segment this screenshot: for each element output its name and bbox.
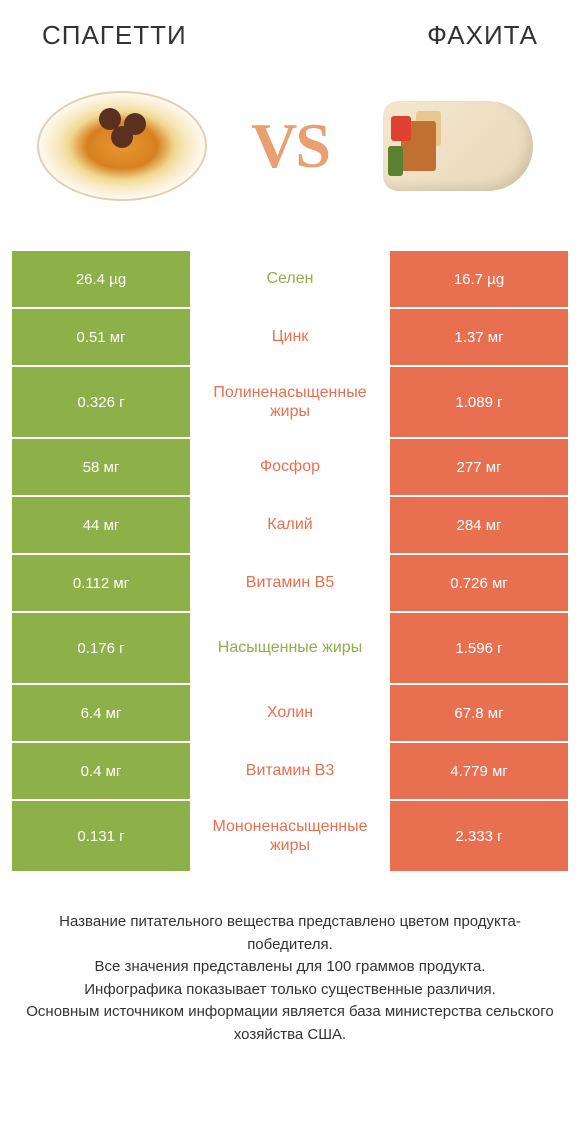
value-right: 16.7 µg <box>390 251 568 307</box>
nutrient-label: Селен <box>190 251 390 307</box>
table-row: 0.112 мгВитамин B50.726 мг <box>12 555 568 611</box>
product-left-title: СПАГЕТТИ <box>42 20 187 51</box>
value-left: 0.326 г <box>12 367 190 437</box>
vs-label: VS <box>251 109 329 183</box>
value-left: 0.51 мг <box>12 309 190 365</box>
table-row: 58 мгФосфор277 мг <box>12 439 568 495</box>
table-row: 0.326 гПолиненасыщенные жиры1.089 г <box>12 367 568 437</box>
value-right: 1.596 г <box>390 613 568 683</box>
nutrient-label: Фосфор <box>190 439 390 495</box>
value-left: 0.112 мг <box>12 555 190 611</box>
table-row: 44 мгКалий284 мг <box>12 497 568 553</box>
value-right: 0.726 мг <box>390 555 568 611</box>
value-left: 0.131 г <box>12 801 190 871</box>
nutrient-label: Насыщенные жиры <box>190 613 390 683</box>
value-right: 277 мг <box>390 439 568 495</box>
nutrient-label: Холин <box>190 685 390 741</box>
nutrient-label: Витамин B5 <box>190 555 390 611</box>
value-right: 67.8 мг <box>390 685 568 741</box>
value-left: 6.4 мг <box>12 685 190 741</box>
nutrient-label: Калий <box>190 497 390 553</box>
spaghetti-image <box>32 81 212 211</box>
value-left: 0.4 мг <box>12 743 190 799</box>
footer-line-1: Название питательного вещества представл… <box>22 911 558 956</box>
nutrient-label: Витамин B3 <box>190 743 390 799</box>
footer-line-3: Инфографика показывает только существенн… <box>22 979 558 1002</box>
value-left: 0.176 г <box>12 613 190 683</box>
fajita-image <box>368 81 548 211</box>
value-right: 4.779 мг <box>390 743 568 799</box>
value-left: 58 мг <box>12 439 190 495</box>
table-row: 0.4 мгВитамин B34.779 мг <box>12 743 568 799</box>
value-left: 26.4 µg <box>12 251 190 307</box>
value-right: 2.333 г <box>390 801 568 871</box>
table-row: 6.4 мгХолин67.8 мг <box>12 685 568 741</box>
footer-line-4: Основным источником информации является … <box>22 1001 558 1046</box>
header: СПАГЕТТИ ФАХИТА <box>12 20 568 51</box>
vs-section: VS <box>12 81 568 211</box>
value-right: 284 мг <box>390 497 568 553</box>
comparison-table: 26.4 µgСелен16.7 µg0.51 мгЦинк1.37 мг0.3… <box>12 251 568 871</box>
value-left: 44 мг <box>12 497 190 553</box>
table-row: 0.51 мгЦинк1.37 мг <box>12 309 568 365</box>
value-right: 1.089 г <box>390 367 568 437</box>
table-row: 0.176 гНасыщенные жиры1.596 г <box>12 613 568 683</box>
nutrient-label: Полиненасыщенные жиры <box>190 367 390 437</box>
nutrient-label: Цинк <box>190 309 390 365</box>
table-row: 26.4 µgСелен16.7 µg <box>12 251 568 307</box>
value-right: 1.37 мг <box>390 309 568 365</box>
product-right-title: ФАХИТА <box>427 20 538 51</box>
footer-note: Название питательного вещества представл… <box>12 911 568 1046</box>
footer-line-2: Все значения представлены для 100 граммо… <box>22 956 558 979</box>
nutrient-label: Мононенасыщенные жиры <box>190 801 390 871</box>
table-row: 0.131 гМононенасыщенные жиры2.333 г <box>12 801 568 871</box>
